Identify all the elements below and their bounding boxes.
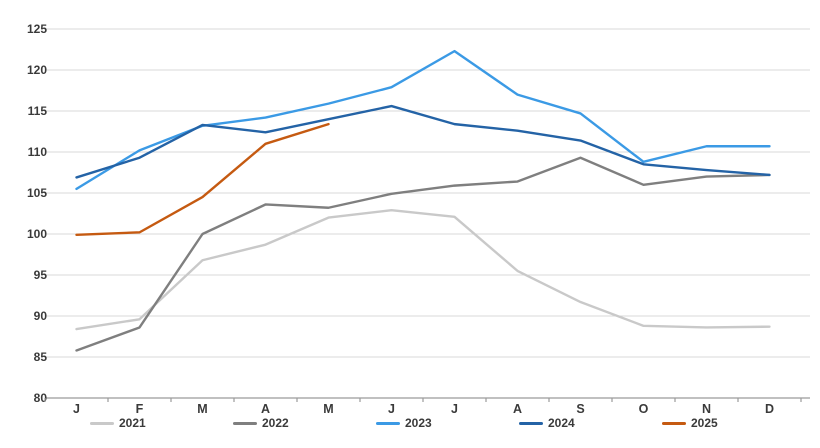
legend-item-2022: 2022 [233,417,376,429]
legend-item-2025: 2025 [662,417,805,429]
series-line-2024 [75,104,771,179]
y-axis-tick-label: 125 [27,22,47,36]
x-axis-tick-label: J [73,402,80,416]
legend-item-2021: 2021 [90,417,233,429]
x-axis-tick-label: J [388,402,395,416]
x-axis-tick-label: A [261,402,270,416]
x-axis-tick-label: D [765,402,774,416]
legend-label: 2024 [548,416,575,430]
y-axis-tick-label: 80 [34,391,48,405]
y-axis-tick-label: 85 [34,350,48,364]
y-axis-tick-label: 120 [27,63,47,77]
x-axis-tick-label: O [639,402,649,416]
legend-swatch-2022 [233,421,257,425]
x-axis-tick-label: F [136,402,144,416]
legend-swatch-2025 [662,421,686,425]
x-axis-tick-label: S [576,402,584,416]
x-axis-tick-label: A [513,402,522,416]
x-axis-tick-label: M [323,402,333,416]
series-line-2023 [75,49,771,191]
y-axis-tick-label: 110 [28,145,48,159]
legend-item-2024: 2024 [519,417,662,429]
y-axis-tick-label: 115 [28,104,48,118]
x-axis-tick-label: M [197,402,207,416]
x-axis-tick-label: N [702,402,711,416]
legend-swatch-2021 [90,421,114,425]
legend-swatch-2024 [519,421,543,425]
legend-label: 2023 [405,416,432,430]
legend-label: 2022 [262,416,289,430]
x-axis-tick-label: J [451,402,458,416]
legend-label: 2025 [691,416,718,430]
series-line-2025 [75,122,330,237]
y-axis-tick-label: 90 [34,309,48,323]
series-line-2021 [75,209,771,331]
legend-item-2023: 2023 [376,417,519,429]
series-line-2022 [75,156,771,352]
y-axis-tick-label: 100 [27,227,47,241]
legend-swatch-2023 [376,421,400,425]
legend-label: 2021 [119,416,146,430]
chart-legend: 2021 2022 2023 2024 2025 [90,417,805,429]
y-axis-tick-label: 95 [34,268,48,282]
y-axis-tick-label: 105 [27,186,47,200]
